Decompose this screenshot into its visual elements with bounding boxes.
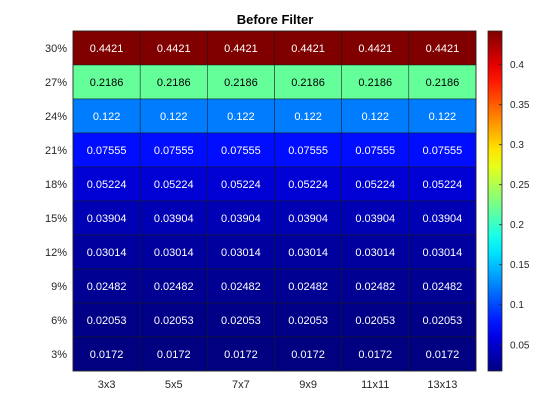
y-tick-label: 9% [51,281,67,293]
cell-value-label: 0.03014 [87,247,127,259]
heatmap-cells: 0.4421 0.4421 0.4421 0.4421 0.4421 0.4421 0.21… [73,31,476,371]
cell-value-label: 0.2186 [157,77,191,89]
cell-value-label: 0.0172 [224,349,258,361]
colorbar-tick-label: 0.4 [510,60,524,71]
cell-value-label: 0.0172 [90,349,124,361]
cell-value-label: 0.2186 [426,77,460,89]
cell-value-label: 0.122 [227,111,255,123]
colorbar-tick-label: 0.2 [510,220,524,231]
cell-value-label: 0.02482 [87,281,127,293]
y-axis-ticks: 30% 27% 24% 21% 18% 15% 12% 9% 6% 3% [45,43,67,361]
colorbar-tick-label: 0.25 [510,180,530,191]
cell-value-label: 0.03014 [355,247,395,259]
cell-value-label: 0.07555 [87,145,127,157]
cell-value-label: 0.07555 [221,145,261,157]
cell-value-label: 0.07555 [355,145,395,157]
cell-value-label: 0.02053 [288,315,328,327]
cell-value-label: 0.05224 [87,179,127,191]
cell-value-label: 0.122 [429,111,457,123]
cell-value-label: 0.05224 [221,179,261,191]
cell-value-label: 0.4421 [157,43,191,55]
y-tick-label: 30% [45,43,67,55]
x-tick-label: 9x9 [299,379,317,391]
x-tick-label: 13x13 [427,379,457,391]
x-tick-label: 7x7 [232,379,250,391]
cell-value-label: 0.07555 [288,145,328,157]
cell-value-label: 0.03014 [423,247,463,259]
x-axis-ticks: 3x3 5x5 7x7 9x9 11x11 13x13 [98,379,458,391]
cell-value-label: 0.02053 [154,315,194,327]
y-tick-label: 6% [51,315,67,327]
cell-value-label: 0.07555 [423,145,463,157]
cell-value-label: 0.03014 [221,247,261,259]
cell-value-label: 0.03014 [154,247,194,259]
cell-value-label: 0.122 [160,111,188,123]
cell-value-label: 0.0172 [291,349,325,361]
cell-value-label: 0.2186 [291,77,325,89]
cell-value-label: 0.2186 [358,77,392,89]
y-tick-label: 18% [45,179,67,191]
cell-value-label: 0.05224 [423,179,463,191]
y-tick-label: 15% [45,213,67,225]
cell-value-label: 0.4421 [90,43,124,55]
cell-value-label: 0.03014 [288,247,328,259]
cell-value-label: 0.02053 [87,315,127,327]
chart-title: Before Filter [237,12,314,27]
x-tick-label: 11x11 [361,379,389,391]
cell-value-label: 0.122 [294,111,322,123]
cell-value-label: 0.03904 [221,213,261,225]
cell-value-label: 0.122 [93,111,121,123]
colorbar-tick-label: 0.15 [510,260,530,271]
cell-value-label: 0.02053 [221,315,261,327]
cell-value-label: 0.05224 [288,179,328,191]
cell-value-label: 0.02053 [355,315,395,327]
cell-value-label: 0.03904 [154,213,194,225]
cell-value-label: 0.2186 [224,77,258,89]
cell-value-label: 0.07555 [154,145,194,157]
cell-value-label: 0.0172 [157,349,191,361]
cell-value-label: 0.02053 [423,315,463,327]
x-tick-label: 5x5 [165,379,183,391]
cell-value-label: 0.03904 [423,213,463,225]
cell-value-label: 0.2186 [90,77,124,89]
cell-value-label: 0.03904 [87,213,127,225]
cell-value-label: 0.02482 [221,281,261,293]
y-tick-label: 12% [45,247,67,259]
cell-value-label: 0.03904 [355,213,395,225]
cell-value-label: 0.05224 [154,179,194,191]
colorbar-tick-label: 0.3 [510,140,524,151]
cell-value-label: 0.4421 [291,43,325,55]
y-tick-label: 24% [45,111,67,123]
x-tick-label: 3x3 [98,379,116,391]
cell-value-label: 0.03904 [288,213,328,225]
colorbar-tick-label: 0.35 [510,100,530,111]
cell-value-label: 0.0172 [426,349,460,361]
y-tick-label: 27% [45,77,67,89]
colorbar-gradient [488,31,502,371]
cell-value-label: 0.02482 [288,281,328,293]
cell-value-label: 0.02482 [154,281,194,293]
y-tick-label: 3% [51,349,67,361]
cell-value-label: 0.4421 [224,43,258,55]
colorbar-tick-label: 0.1 [510,300,524,311]
cell-value-label: 0.4421 [358,43,392,55]
colorbar: 0.05 0.1 0.15 0.2 0.25 0.3 0.35 0.4 [488,31,530,371]
cell-value-label: 0.02482 [355,281,395,293]
cell-value-label: 0.0172 [358,349,392,361]
cell-value-label: 0.05224 [355,179,395,191]
cell-value-label: 0.02482 [423,281,463,293]
colorbar-tick-label: 0.05 [510,340,530,351]
cell-value-label: 0.122 [361,111,389,123]
y-tick-label: 21% [45,145,67,157]
cell-value-label: 0.4421 [426,43,460,55]
